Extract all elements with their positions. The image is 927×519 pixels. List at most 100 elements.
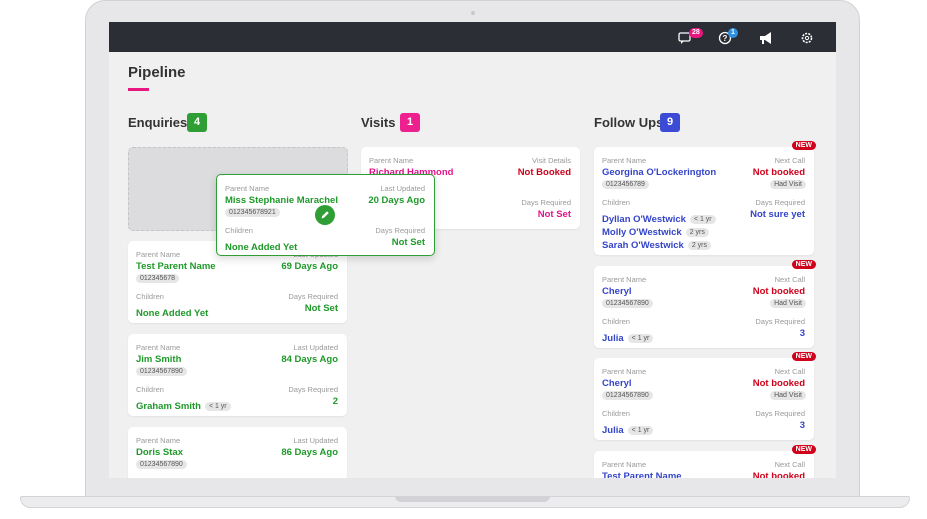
column-count: 1 [400, 113, 420, 132]
age-pill: < 1 yr [627, 333, 654, 343]
child-name: None Added Yet [136, 308, 209, 319]
child-row: Sarah O'Westwick 2 yrs [602, 235, 711, 253]
label: Children [136, 292, 164, 301]
child-row: Dyllan O'Westwick < 1 yr [602, 209, 716, 227]
new-badge: NEW [791, 259, 816, 269]
label: Days Required [755, 316, 805, 326]
label: Days Required [288, 385, 338, 394]
days-value: 3 [799, 327, 805, 339]
page-title: Pipeline [128, 64, 186, 81]
days-value: Not sure yet [750, 209, 805, 220]
label: Parent Name [136, 436, 181, 445]
label: Next Call [774, 274, 805, 284]
parent-name[interactable]: Georgina O'Lockerington [602, 167, 717, 178]
column-count: 9 [660, 113, 680, 132]
age-pill: < 1 yr [689, 215, 716, 224]
child-row: Molly O'Westwick 2 yrs [602, 222, 709, 240]
label: Days Required [755, 409, 805, 418]
label: Visit Details [531, 156, 571, 165]
label: Last Updated [380, 184, 425, 193]
status-value: 69 Days Ago [281, 261, 338, 272]
card[interactable]: NEW Parent Name Cheryl 01234567890 Next Call… [594, 259, 816, 348]
phone-pill: 01234567890 [602, 298, 653, 308]
age-pill: < 1 yr [627, 426, 654, 435]
label: Next Call [774, 459, 805, 469]
card[interactable]: Parent Name Jim Smith 01234567890 Last Upda… [128, 334, 347, 416]
status-value: Not booked [752, 470, 805, 479]
label: Days Required [521, 198, 571, 207]
edit-icon [321, 211, 329, 219]
parent-name[interactable]: Test Parent Name [602, 470, 682, 479]
tag-pill: Had Visit [770, 391, 806, 400]
card[interactable]: Parent Name Doris Stax 01234567890 Last Upd… [128, 427, 347, 478]
screen: ? 28 1 Pipeline Enquiries 4 Parent Name Mis… [109, 22, 836, 478]
label: Days Required [755, 198, 805, 207]
label: Next Call [774, 367, 805, 376]
label: Parent Name [602, 367, 647, 376]
label: Children [225, 226, 253, 235]
label: Parent Name [369, 156, 414, 165]
days-value: Not Set [304, 303, 338, 314]
dragged-card[interactable]: Parent Name Miss Stephanie Marachel 012345… [216, 174, 435, 256]
child-name: Sarah O'Westwick [602, 240, 684, 251]
column-header: Enquiries [128, 115, 188, 130]
parent-name[interactable]: Jim Smith [136, 354, 182, 365]
card[interactable]: NEW Parent Name Georgina O'Lockerington 012… [594, 141, 816, 255]
help-icon[interactable]: ? [718, 31, 732, 45]
child-row: Julia < 1 yr [602, 420, 654, 438]
new-badge: NEW [791, 141, 816, 150]
child-name: Molly O'Westwick [602, 227, 682, 238]
card[interactable]: NEW Parent Name Test Parent Name Next Call N… [594, 444, 816, 479]
status-value: Not booked [752, 167, 805, 178]
tag-pill: Had Visit [770, 298, 806, 308]
card[interactable]: NEW Parent Name Cheryl 01234567890 Next Call… [594, 352, 816, 440]
child-name: Dyllan O'Westwick [602, 214, 686, 225]
camera [471, 11, 475, 15]
child-row: None Added Yet [225, 237, 297, 255]
parent-name[interactable]: Richard Hammond [369, 167, 454, 178]
child-name: Graham Smith [136, 401, 201, 412]
help-badge: 1 [728, 28, 738, 38]
phone-pill: 0123456789 [602, 180, 649, 189]
label: Days Required [375, 226, 425, 235]
status-value: 86 Days Ago [281, 447, 338, 458]
label: Last Updated [293, 436, 338, 445]
label: Next Call [774, 156, 805, 165]
days-value: Not Set [391, 237, 425, 248]
settings-icon[interactable] [801, 32, 813, 44]
parent-name[interactable]: Cheryl [602, 285, 632, 297]
announce-icon[interactable] [760, 32, 771, 44]
child-name: None Added Yet [225, 242, 298, 253]
messages-badge: 28 [689, 28, 703, 38]
status-value: Not booked [752, 378, 805, 389]
status-value: 84 Days Ago [281, 354, 338, 365]
phone-pill: 012345678 [136, 274, 180, 283]
label: Days Required [288, 292, 338, 301]
age-pill: 2 yrs [687, 241, 711, 250]
status-value: Not Booked [517, 167, 571, 178]
label: Parent Name [602, 274, 647, 284]
label: Last Updated [293, 343, 338, 352]
age-pill: < 1 yr [204, 402, 231, 411]
parent-name[interactable]: Doris Stax [136, 447, 183, 458]
label: Parent Name [602, 459, 647, 469]
label: Parent Name [136, 250, 181, 259]
edit-button[interactable] [315, 205, 335, 225]
phone-pill: 01234567890 [136, 367, 187, 376]
new-badge: NEW [791, 444, 816, 454]
top-nav: ? 28 1 [109, 22, 836, 52]
laptop-notch [395, 496, 550, 502]
days-value: 3 [799, 420, 805, 431]
parent-name[interactable]: Test Parent Name [136, 261, 216, 272]
label: Parent Name [136, 343, 181, 352]
parent-name[interactable]: Cheryl [602, 378, 632, 389]
svg-text:?: ? [723, 34, 728, 43]
child-row: Graham Smith < 1 yr [136, 396, 231, 414]
phone-pill: 01234567890 [602, 391, 653, 400]
label: Children [602, 198, 630, 207]
parent-name[interactable]: Miss Stephanie Marachel [225, 195, 338, 206]
child-row: Julia < 1 yr [602, 328, 654, 346]
column-count: 4 [187, 113, 207, 132]
days-value: 2 [332, 396, 338, 407]
